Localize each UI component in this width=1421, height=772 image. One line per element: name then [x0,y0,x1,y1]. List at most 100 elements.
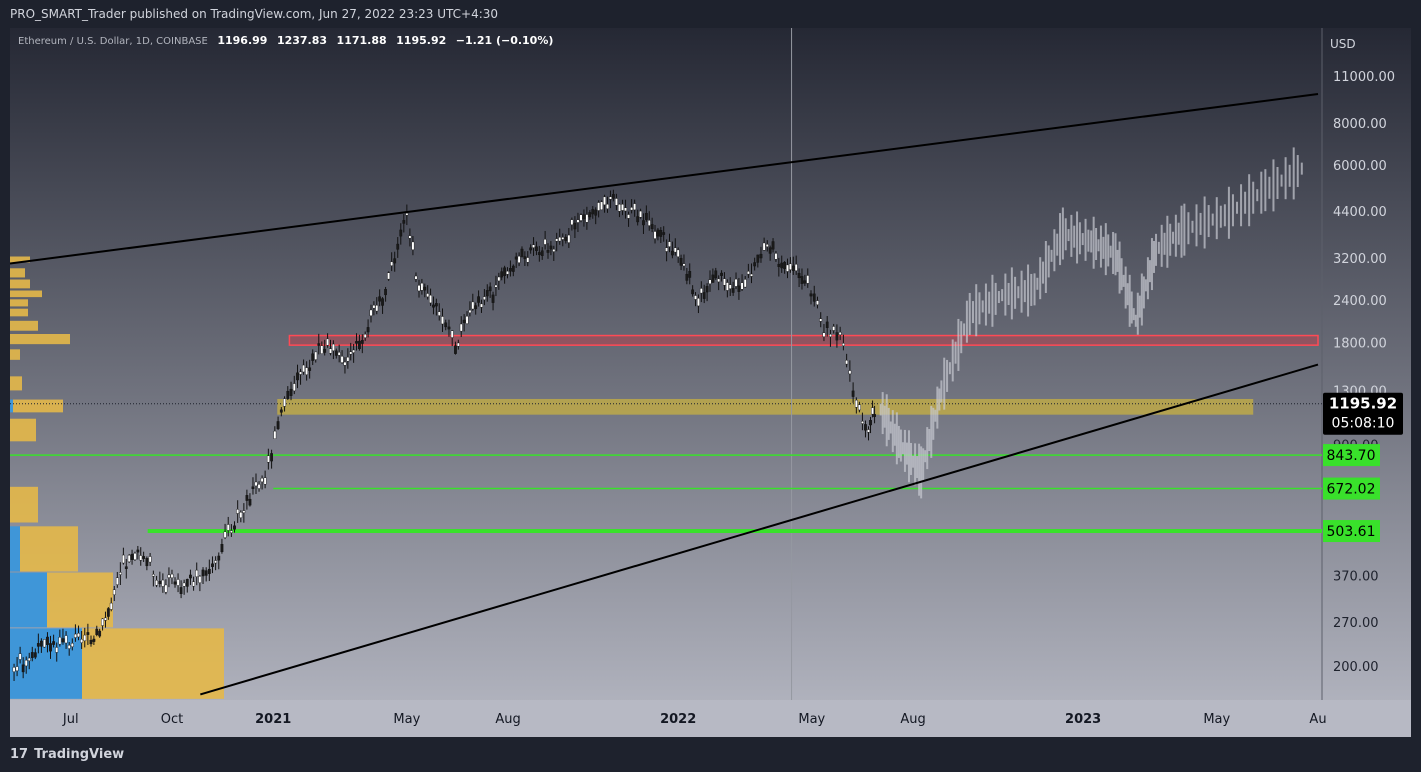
candle-body [465,316,469,324]
candle-body [789,263,792,270]
candle-body [500,271,504,278]
candle-body [405,212,409,216]
volume-profile-bar-blue [10,572,47,628]
candle-body [220,544,224,553]
candle-body [864,424,867,431]
candle-body [30,652,34,658]
x-tick-label: May [798,712,825,727]
candle-body [746,271,750,275]
candle-body [579,214,583,221]
candle-body [80,639,84,643]
candle-body [549,245,553,250]
candle-body [211,563,214,567]
candle-body [691,289,695,295]
candle-body [429,294,432,304]
candle-body [414,275,418,280]
candle-body [352,349,356,353]
candle-body [869,420,872,426]
candle-body [355,341,358,344]
candle-body [832,326,836,331]
candle-body [851,390,855,397]
candle-body [697,298,700,307]
candle-body [363,333,367,338]
candle-body [402,220,406,224]
brand-name[interactable]: TradingView [34,747,125,762]
candle-body [594,209,598,216]
candle-body [526,257,530,263]
candle-body [139,555,143,561]
candle-body [477,296,480,303]
candle-body [585,214,589,223]
candle-body [762,242,766,251]
candle-body [819,318,823,322]
candle-body [615,198,618,206]
candle-body [848,370,852,375]
candle-body [780,262,784,269]
candle-body [311,353,315,361]
candle-body [142,556,146,559]
volume-profile-bar [10,308,28,317]
candle-body [555,238,559,242]
chart-panel[interactable]: USD 11000.00 8000.00 6000.00 4400.00 3200.00 2… [10,28,1411,737]
candle-body [717,278,721,283]
candle-body [337,352,341,356]
volume-profile-bar [47,572,113,628]
volume-profile-bar-blue [10,526,20,572]
candle-body [279,409,283,413]
candle-body [420,282,424,291]
candle-body [273,430,277,439]
candle-body [633,203,637,211]
candle-body [731,288,735,293]
footer: 17 TradingView [0,737,1421,772]
candle-body [61,638,65,643]
candle-body [653,231,657,239]
volume-profile-bar [20,526,78,572]
candle-body [12,667,16,672]
candle-body [552,249,556,252]
y-tick-label: 370.00 [1333,569,1379,584]
level-badge [1323,477,1380,500]
candle-body [77,633,80,638]
candle-body [809,293,813,297]
candle-body [491,294,495,303]
candle-body [21,664,25,673]
candle-body [630,207,634,211]
candle-body [537,252,541,255]
candle-body [546,250,550,253]
candle-body [535,246,538,251]
candle-body [104,617,107,621]
candle-body [381,298,384,306]
x-tick-label: Aug [900,712,925,727]
candle-body [36,643,40,647]
candle-body [841,343,845,346]
last-price-label: 1195.92 [1329,395,1397,413]
candle-body [768,247,772,254]
candle-body [115,577,119,585]
candle-body [725,282,729,291]
candle-body [462,319,466,323]
candle-body [411,241,415,250]
candle-body [133,552,137,560]
y-tick-label: 1800.00 [1333,337,1387,352]
candle-body [471,301,475,310]
x-tick-label: 2021 [255,712,291,727]
candle-body [740,282,744,290]
last-price-badge [1323,392,1403,435]
volume-profile-bar [10,376,22,391]
level-badge-label: 503.61 [1327,524,1376,540]
candle-body [441,316,444,325]
candle-body [806,275,810,284]
currency-label: USD [1330,37,1356,51]
volume-profile-bar [13,399,63,413]
candle-body [670,250,674,256]
candle-body [517,255,521,263]
candle-body [497,276,501,282]
candle-body [606,204,609,209]
candle-body [226,524,230,531]
candle-body [816,300,819,305]
candle-body [728,284,732,289]
price-chart[interactable]: USD 11000.00 8000.00 6000.00 4400.00 3200.00 2… [10,28,1411,737]
symbol-title: Ethereum / U.S. Dollar, 1D, COINBASE [18,36,208,47]
candle-body [647,220,651,226]
candle-body [600,201,604,211]
